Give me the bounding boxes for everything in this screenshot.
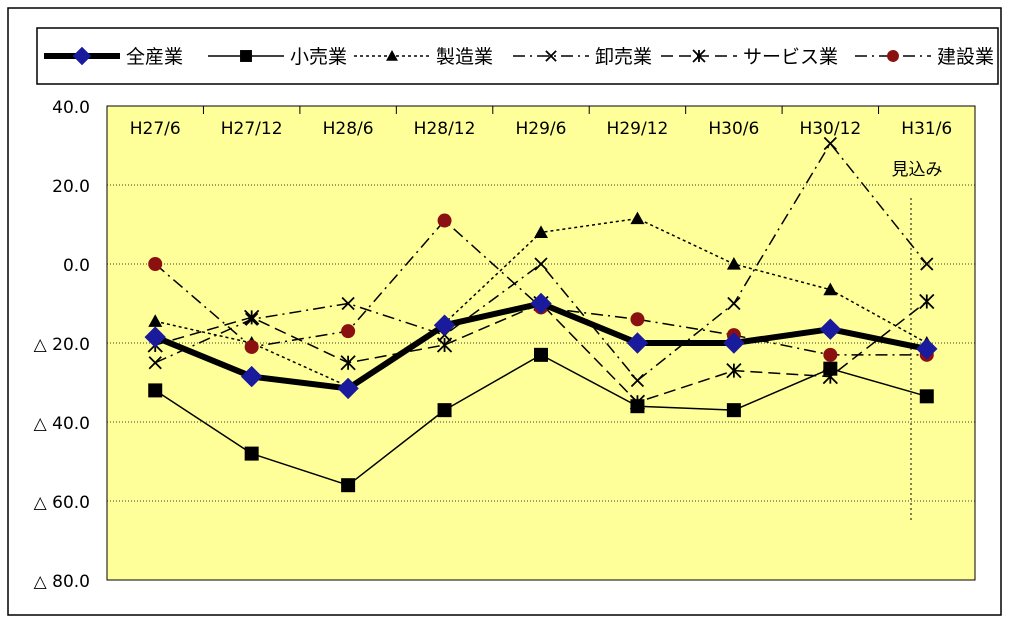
data-point xyxy=(437,403,452,418)
legend: 全産業 小売業 製造業 卸売業 サービス業 建設業 xyxy=(44,46,994,68)
data-point xyxy=(240,50,252,62)
data-point xyxy=(726,403,741,418)
data-point xyxy=(727,296,741,311)
data-point xyxy=(436,337,453,353)
y-axis-ticks: 40.0 20.0 0.0 △ 20.0 △ 40.0 △ 60.0 △ 80.0 xyxy=(34,98,90,592)
data-point xyxy=(919,389,934,404)
data-point xyxy=(823,136,837,151)
data-point xyxy=(534,225,548,238)
data-point xyxy=(530,292,552,315)
data-point xyxy=(823,347,838,362)
data-point xyxy=(629,394,646,410)
x-tick-label: H30/12 xyxy=(799,119,861,139)
data-point xyxy=(626,332,649,354)
series-lines xyxy=(144,136,938,493)
series-1 xyxy=(148,347,934,493)
data-point xyxy=(726,257,741,270)
legend-item: 小売業 xyxy=(208,46,347,68)
x-tick-label: H28/6 xyxy=(323,119,374,139)
data-point xyxy=(244,446,259,461)
data-point xyxy=(341,478,356,493)
data-point xyxy=(822,368,838,385)
data-point xyxy=(340,355,356,371)
legend-item: 卸売業 xyxy=(513,46,652,68)
series-line xyxy=(155,300,928,403)
data-point xyxy=(887,50,899,62)
legend-item: 製造業 xyxy=(354,46,493,68)
series-line xyxy=(154,142,928,382)
x-tick-label: H27/6 xyxy=(130,119,181,139)
y-tick-label: 0.0 xyxy=(63,256,90,276)
data-point xyxy=(386,50,398,61)
data-point xyxy=(148,314,163,327)
legend-label: 建設業 xyxy=(937,46,994,68)
data-point xyxy=(72,46,92,66)
data-point xyxy=(534,257,548,271)
data-point xyxy=(692,49,706,63)
y-tick-label: △ 40.0 xyxy=(34,414,90,434)
data-point xyxy=(534,347,548,362)
x-tick-label: H29/6 xyxy=(516,119,567,139)
data-point xyxy=(920,257,934,271)
data-point xyxy=(148,356,162,370)
x-tick-label: H28/12 xyxy=(414,119,476,139)
data-point xyxy=(545,50,557,62)
data-point xyxy=(244,339,259,354)
legend-label: 製造業 xyxy=(436,46,493,68)
data-point xyxy=(819,318,842,340)
series-0 xyxy=(144,292,938,400)
legend-item: 全産業 xyxy=(44,46,183,68)
data-point xyxy=(148,257,163,271)
x-tick-label: H30/6 xyxy=(708,119,759,139)
data-point xyxy=(240,365,263,388)
data-point xyxy=(919,293,935,310)
legend-label: 小売業 xyxy=(290,46,347,68)
data-point xyxy=(341,296,355,311)
data-point xyxy=(916,338,938,360)
plot-area xyxy=(106,105,976,581)
data-point xyxy=(630,373,645,388)
data-point xyxy=(144,326,166,348)
data-point xyxy=(433,314,456,336)
y-tick-label: △ 20.0 xyxy=(34,335,90,355)
data-point xyxy=(723,332,745,354)
legend-label: 全産業 xyxy=(126,46,183,68)
data-point xyxy=(337,377,359,400)
data-point xyxy=(341,324,356,339)
y-tick-label: 40.0 xyxy=(52,98,90,118)
legend-item: サービス業 xyxy=(661,46,838,68)
data-point xyxy=(726,363,742,379)
x-tick-label: H29/12 xyxy=(607,119,669,139)
legend-label: サービス業 xyxy=(743,46,838,68)
x-tick-label: H31/6 xyxy=(901,119,952,139)
legend-label: 卸売業 xyxy=(595,46,652,68)
x-axis-ticks: H27/6 H27/12 H28/6 H28/12 H29/6 H29/12 H30/6 H3… xyxy=(106,106,952,139)
y-tick-label: 20.0 xyxy=(52,177,90,197)
data-point xyxy=(244,309,260,325)
x-tick-label: H27/12 xyxy=(221,119,283,139)
data-point xyxy=(823,282,838,296)
data-point xyxy=(630,211,645,225)
series-line xyxy=(154,219,927,356)
forecast-annotation: 見込み xyxy=(892,160,943,180)
data-point xyxy=(437,213,452,228)
data-point xyxy=(148,383,163,398)
data-point xyxy=(630,312,645,327)
y-tick-label: △ 80.0 xyxy=(34,572,90,592)
legend-item: 建設業 xyxy=(855,46,994,68)
y-tick-label: △ 60.0 xyxy=(34,493,90,513)
